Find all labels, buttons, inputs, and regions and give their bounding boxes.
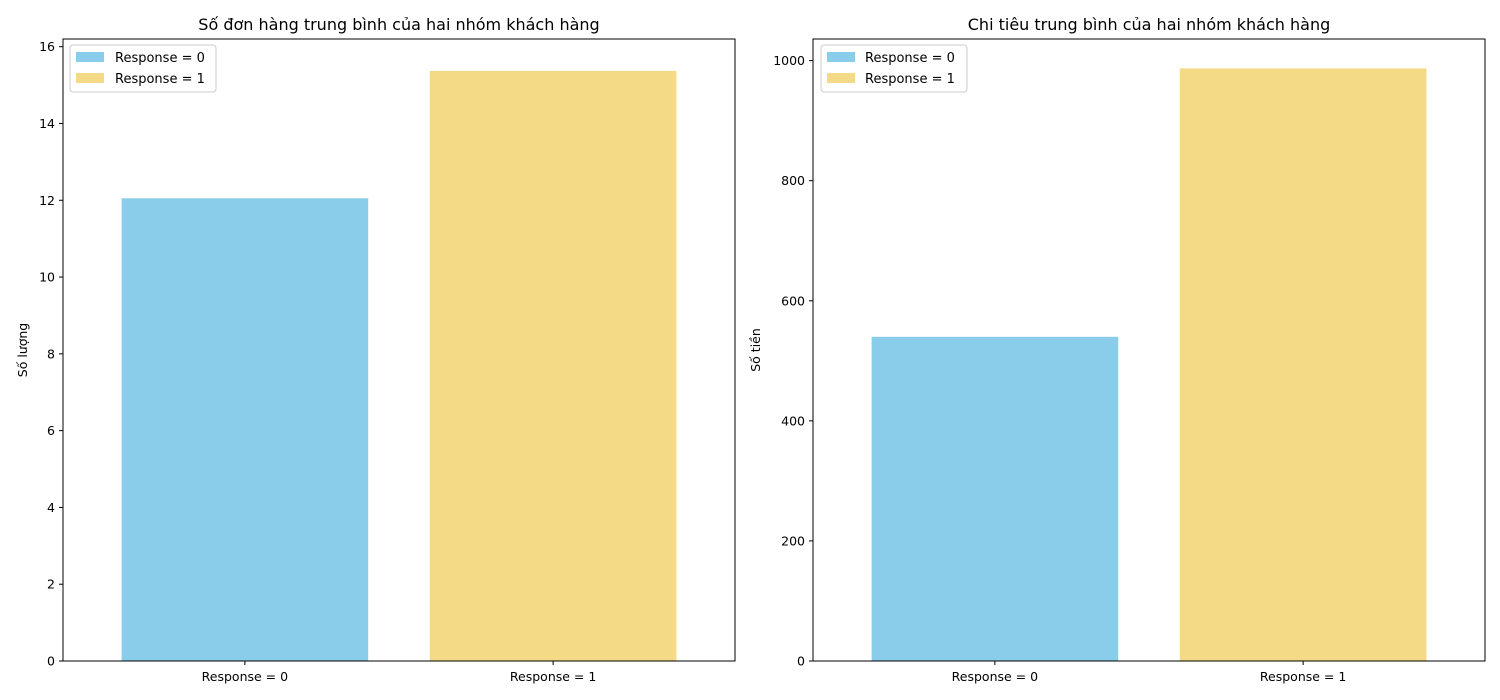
y-tick-label: 14: [39, 116, 55, 131]
y-tick-label: 400: [781, 413, 805, 428]
y-tick-label: 6: [47, 423, 55, 438]
x-tick-label: Response = 1: [510, 669, 596, 684]
y-tick-label: 200: [781, 533, 805, 548]
x-tick-label: Response = 0: [202, 669, 288, 684]
chart-spending: Chi tiêu trung bình của hai nhóm khách h…: [748, 15, 1486, 684]
y-tick-label: 800: [781, 173, 805, 188]
legend-label-1: Response = 1: [115, 72, 205, 87]
y-tick-label: 2: [47, 577, 55, 592]
y-tick-label: 1000: [773, 53, 805, 68]
chart-title: Số đơn hàng trung bình của hai nhóm khác…: [198, 15, 599, 34]
legend-swatch-0: [827, 52, 855, 62]
y-tick-label: 16: [39, 39, 55, 54]
legend-swatch-0: [76, 52, 104, 62]
bar-1: [429, 70, 677, 661]
legend-box: [69, 44, 217, 93]
plot-frame: [62, 38, 736, 662]
bars: [871, 68, 1427, 661]
y-tick-label: 600: [781, 293, 805, 308]
plot-frame: [812, 38, 1486, 662]
legend-label-1: Response = 1: [865, 72, 955, 87]
legend-swatch-1: [76, 73, 104, 83]
legend-label-0: Response = 0: [115, 51, 205, 66]
y-tick-label: 12: [39, 193, 55, 208]
legend-label-0: Response = 0: [865, 51, 955, 66]
bar-1: [1179, 68, 1427, 661]
chart-orders: Số đơn hàng trung bình của hai nhóm khác…: [15, 15, 736, 684]
y-axis-label: Số lượng: [15, 323, 30, 377]
x-ticks: Response = 0 Response = 1: [202, 661, 596, 684]
legend-box: [820, 44, 968, 93]
y-ticks: 0 2 4 6 8 10 12 14 16: [39, 39, 63, 669]
bar-0: [871, 336, 1119, 661]
legend-swatch-1: [827, 73, 855, 83]
y-tick-label: 0: [47, 654, 55, 669]
y-axis-label: Số tiền: [748, 328, 763, 372]
y-tick-label: 4: [47, 500, 55, 515]
y-tick-label: 8: [47, 346, 55, 361]
legend: Response = 0 Response = 1: [69, 44, 217, 93]
legend: Response = 0 Response = 1: [820, 44, 968, 93]
x-tick-label: Response = 1: [1260, 669, 1346, 684]
bars: [121, 70, 677, 662]
y-ticks: 0 200 400 600 800 1000: [773, 53, 813, 669]
chart-title: Chi tiêu trung bình của hai nhóm khách h…: [968, 15, 1331, 34]
x-tick-label: Response = 0: [952, 669, 1038, 684]
y-tick-label: 0: [797, 654, 805, 669]
bar-0: [121, 198, 369, 662]
y-tick-label: 10: [39, 270, 55, 285]
x-ticks: Response = 0 Response = 1: [952, 661, 1346, 684]
